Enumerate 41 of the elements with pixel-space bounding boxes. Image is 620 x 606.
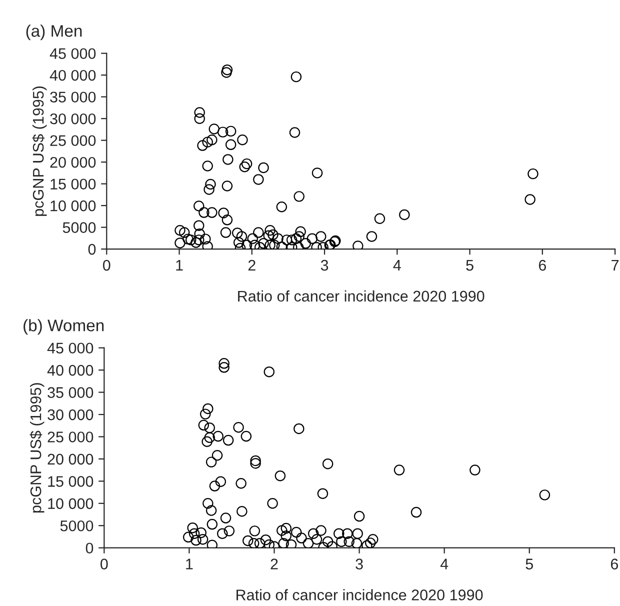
x-tick-label: 2 [270, 558, 278, 570]
y-tick-label: 40 000 [50, 70, 96, 81]
x-tick-label: 5 [466, 260, 474, 271]
y-axis-title: pcGNP US$ (1995) [30, 383, 44, 513]
x-tick-label: 2 [248, 260, 256, 271]
x-tick-label: 1 [176, 260, 183, 271]
y-axis-title: pcGNP US$ (1995) [32, 86, 47, 216]
y-tick-label: 45 000 [50, 48, 96, 60]
y-tick-label: 25 000 [48, 432, 94, 442]
x-tick-label: 1 [186, 558, 193, 570]
y-tick-label: 10 000 [50, 200, 96, 212]
y-tick-label: 20 000 [50, 156, 96, 168]
x-tick-label: 0 [102, 260, 110, 271]
x-tick-label: 0 [100, 558, 108, 570]
y-tick-label: 15 000 [50, 178, 96, 190]
chart-title: (b) Women [24, 319, 104, 335]
x-axis-title: Ratio of cancer incidence 2020 1990 [236, 589, 483, 600]
y-tick-label: 40 000 [47, 364, 94, 376]
x-tick-label: 7 [612, 260, 619, 271]
y-tick-label: 5000 [60, 520, 94, 532]
y-tick-label: 35 000 [48, 387, 94, 398]
y-tick-label: 30 000 [48, 409, 94, 420]
y-tick-label: 20 000 [48, 454, 94, 465]
x-tick-label: 4 [393, 260, 401, 271]
x-tick-label: 6 [610, 558, 618, 570]
y-tick-label: 0 [88, 244, 96, 255]
y-tick-label: 45 000 [47, 342, 94, 354]
x-tick-label: 6 [538, 260, 546, 271]
chart-title: (a) Men [26, 24, 82, 40]
y-tick-label: 30 000 [50, 113, 96, 124]
x-tick-label: 4 [440, 558, 448, 570]
x-tick-label: 3 [320, 260, 328, 271]
x-tick-label: 5 [526, 558, 533, 570]
x-tick-label: 3 [356, 558, 363, 570]
y-tick-label: 35 000 [50, 92, 96, 103]
y-tick-label: 25 000 [50, 135, 96, 146]
y-tick-label: 5000 [62, 222, 96, 234]
x-axis-title: Ratio of cancer incidence 2020 1990 [238, 290, 484, 302]
y-tick-label: 10 000 [48, 498, 94, 510]
y-tick-label: 0 [86, 542, 94, 554]
y-tick-label: 15 000 [48, 476, 94, 487]
